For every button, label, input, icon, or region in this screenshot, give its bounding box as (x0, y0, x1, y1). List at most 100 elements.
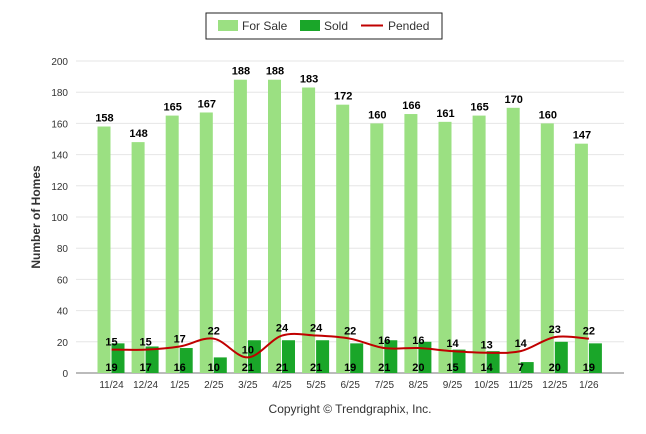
bar-sold (350, 343, 364, 373)
bar-sold (554, 341, 568, 373)
label-sold: 7 (518, 362, 524, 374)
x-tick-label: 12/24 (133, 380, 158, 391)
x-tick-label: 10/25 (474, 380, 499, 391)
label-sold: 19 (583, 362, 595, 374)
label-for-sale: 188 (266, 66, 284, 78)
y-tick-label: 100 (51, 213, 68, 224)
bar-sold (520, 362, 534, 373)
label-pended: 14 (515, 338, 528, 350)
x-tick-label: 2/25 (204, 380, 224, 391)
bar-for-sale (165, 115, 179, 373)
label-for-sale: 170 (505, 94, 523, 106)
y-tick-label: 140 (51, 151, 68, 162)
y-tick-label: 20 (57, 338, 69, 349)
x-tick-label: 9/25 (443, 380, 463, 391)
legend-label-for-sale: For Sale (242, 19, 288, 33)
label-for-sale: 165 (470, 102, 488, 114)
label-sold: 21 (242, 362, 254, 374)
bar-for-sale (472, 115, 486, 373)
label-sold: 21 (310, 362, 322, 374)
bar-sold (111, 343, 125, 373)
y-tick-label: 120 (51, 182, 68, 193)
x-tick-label: 6/25 (340, 380, 360, 391)
label-pended: 24 (276, 323, 289, 335)
legend-swatch-for-sale (218, 20, 238, 31)
x-tick-label: 1/25 (170, 380, 190, 391)
bar-for-sale (131, 142, 145, 373)
label-for-sale: 160 (539, 109, 557, 121)
label-sold: 19 (105, 362, 117, 374)
bar-for-sale (268, 79, 281, 373)
label-sold: 21 (276, 362, 288, 374)
data-labels: 1581915148171516516171671022188211018821… (95, 66, 595, 374)
x-tick-label: 11/24 (99, 380, 124, 391)
bar-sold (213, 357, 227, 373)
label-sold: 20 (412, 362, 424, 374)
bar-for-sale (302, 87, 316, 374)
pended-series (111, 332, 589, 359)
legend-swatch-sold (300, 20, 320, 31)
bar-sold (145, 346, 159, 373)
label-pended: 22 (583, 326, 595, 338)
label-sold: 17 (139, 362, 151, 374)
legend-label-pended: Pended (388, 19, 429, 33)
x-tick-label: 1/26 (579, 380, 599, 391)
label-for-sale: 158 (95, 113, 113, 125)
x-tick-label: 3/25 (238, 380, 258, 391)
label-sold: 10 (208, 362, 220, 374)
y-tick-label: 160 (51, 119, 68, 130)
label-pended: 15 (139, 337, 151, 349)
y-tick-label: 80 (57, 244, 69, 255)
label-pended: 16 (378, 335, 390, 347)
label-for-sale: 161 (436, 108, 454, 120)
label-sold: 20 (549, 362, 561, 374)
label-pended: 13 (480, 340, 492, 352)
x-tick-label: 5/25 (306, 380, 326, 391)
y-axis-label: Number of Homes (29, 165, 43, 269)
label-for-sale: 166 (402, 100, 420, 112)
bar-for-sale (438, 121, 452, 373)
label-pended: 22 (208, 326, 220, 338)
label-for-sale: 148 (129, 128, 147, 140)
label-pended: 24 (310, 323, 323, 335)
x-tick-label: 11/25 (509, 380, 534, 391)
bar-for-sale (233, 79, 247, 373)
bar-sold (179, 348, 193, 373)
legend-box (205, 12, 443, 40)
bar-sold (282, 340, 295, 373)
bar-for-sale (336, 104, 350, 374)
bar-for-sale (404, 114, 418, 373)
bar-for-sale (506, 107, 520, 374)
label-pended: 14 (446, 338, 459, 350)
bar-for-sale (574, 143, 588, 373)
label-sold: 16 (174, 362, 186, 374)
x-tick-label: 7/25 (375, 380, 395, 391)
x-axis: 11/24 12/24 1/25 2/25 3/25 4/25 5/25 6/25 7/25 8/… (99, 380, 599, 391)
y-axis: 0 20 40 60 80 100 120 140 160 180 200 (51, 57, 68, 380)
label-for-sale: 160 (368, 109, 386, 121)
label-pended: 16 (412, 335, 424, 347)
label-pended: 23 (549, 324, 561, 336)
bars (97, 79, 602, 374)
label-sold: 19 (344, 362, 356, 374)
label-for-sale: 147 (573, 130, 591, 142)
label-pended: 10 (242, 344, 254, 356)
y-tick-label: 60 (57, 275, 69, 286)
y-tick-label: 180 (51, 88, 68, 99)
x-tick-label: 12/25 (542, 380, 567, 391)
label-for-sale: 183 (300, 74, 318, 86)
label-for-sale: 167 (198, 98, 216, 110)
legend: For Sale Sold Pended (205, 12, 443, 40)
bar-sold (452, 349, 466, 373)
y-tick-label: 200 (51, 57, 68, 68)
label-for-sale: 188 (232, 66, 250, 78)
label-for-sale: 165 (164, 102, 182, 114)
label-pended: 22 (344, 326, 356, 338)
bar-for-sale (97, 126, 111, 374)
bar-sold (316, 340, 330, 373)
y-tick-label: 0 (62, 369, 68, 380)
bar-for-sale (199, 112, 213, 373)
label-sold: 21 (378, 362, 390, 374)
label-for-sale: 172 (334, 91, 352, 103)
